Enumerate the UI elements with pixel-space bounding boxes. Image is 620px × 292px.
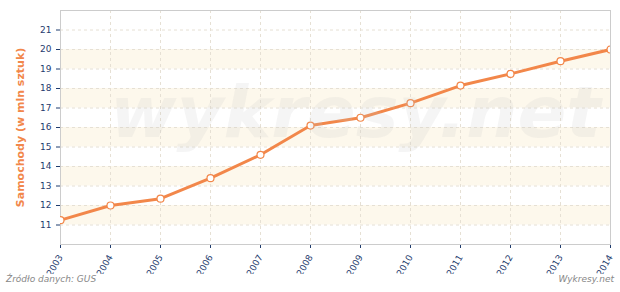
svg-text:11: 11 <box>40 220 51 230</box>
svg-text:13: 13 <box>40 181 51 191</box>
svg-text:2006: 2006 <box>195 253 215 274</box>
svg-text:17: 17 <box>40 103 51 113</box>
svg-text:14: 14 <box>40 161 52 171</box>
svg-text:2013: 2013 <box>545 253 565 274</box>
svg-text:2007: 2007 <box>245 253 265 274</box>
svg-text:2009: 2009 <box>345 253 365 274</box>
svg-text:2004: 2004 <box>95 253 115 274</box>
svg-text:15: 15 <box>40 142 51 152</box>
html-text:Wykresy.net: Wykresy.net <box>558 274 614 284</box>
html-text:wykresy.net: wykresy.net <box>110 70 601 154</box>
svg-text:2014: 2014 <box>595 253 615 274</box>
svg-text:18: 18 <box>40 83 52 93</box>
svg-text:2008: 2008 <box>295 253 315 274</box>
svg-text:2011: 2011 <box>445 253 465 274</box>
svg-text:12: 12 <box>40 200 51 210</box>
svg-text:2012: 2012 <box>495 253 515 274</box>
svg-text:Samochody (w mln sztuk): Samochody (w mln sztuk) <box>14 48 27 207</box>
html-text:Źródło danych: GUS: Źródło danych: GUS <box>6 274 97 284</box>
svg-text:20: 20 <box>40 44 52 54</box>
svg-text:19: 19 <box>40 64 52 74</box>
svg-text:2010: 2010 <box>395 253 415 274</box>
svg-text:16: 16 <box>40 122 52 132</box>
svg-text:2003: 2003 <box>45 253 65 274</box>
svg-text:21: 21 <box>40 25 51 35</box>
svg-text:2005: 2005 <box>145 253 165 274</box>
